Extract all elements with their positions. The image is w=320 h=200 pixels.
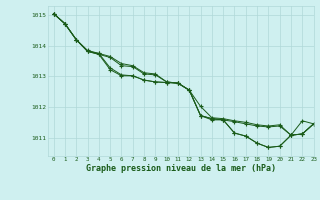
- X-axis label: Graphe pression niveau de la mer (hPa): Graphe pression niveau de la mer (hPa): [86, 164, 276, 173]
